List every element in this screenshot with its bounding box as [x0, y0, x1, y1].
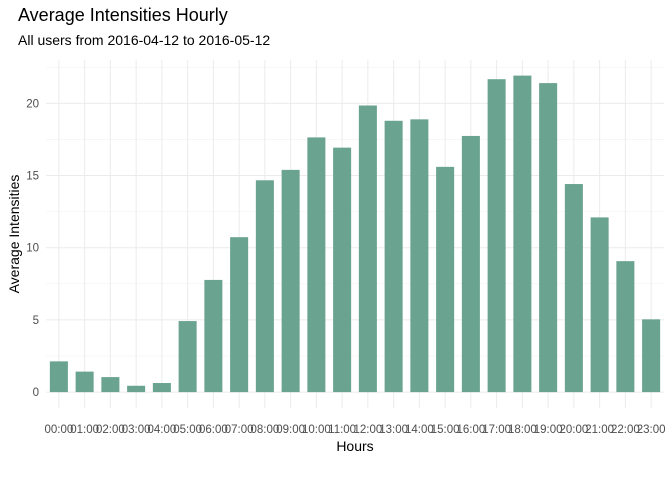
bar-1700 [487, 79, 506, 393]
x-tick-label: 03:00 [122, 424, 151, 436]
x-tick-labels: 00:0001:0002:0003:0004:0005:0006:0007:00… [44, 424, 665, 436]
y-tick-labels: 0 5 10 15 20 [26, 98, 39, 399]
x-tick-label: 16:00 [456, 424, 485, 436]
x-tick-label: 02:00 [96, 424, 125, 436]
bar-1900 [539, 83, 558, 393]
x-tick-label: 17:00 [482, 424, 511, 436]
bar-0800 [255, 180, 274, 393]
x-tick-label: 20:00 [559, 424, 588, 436]
bar-0100 [75, 371, 94, 393]
x-tick-label: 22:00 [611, 424, 640, 436]
bar-1300 [384, 120, 403, 393]
bar-2300 [642, 319, 661, 393]
x-tick-label: 08:00 [250, 424, 279, 436]
y-axis-title: Average Intensities [6, 175, 22, 294]
x-tick-label: 12:00 [353, 424, 382, 436]
y-tick-label: 10 [26, 243, 39, 255]
x-tick-label: 01:00 [70, 424, 99, 436]
bar-0600 [204, 279, 223, 393]
bar-2100 [590, 217, 609, 393]
bar-0000 [49, 361, 68, 393]
bar-0500 [178, 321, 197, 393]
bar-1000 [307, 137, 326, 393]
bars [49, 75, 661, 393]
bar-2000 [564, 184, 583, 393]
bar-0900 [281, 169, 300, 393]
x-tick-label: 07:00 [225, 424, 254, 436]
bar-1500 [436, 166, 455, 393]
x-axis-title: Hours [336, 438, 373, 454]
bar-1200 [358, 105, 377, 393]
bar-0200 [101, 377, 120, 393]
y-tick-label: 15 [26, 171, 39, 183]
y-tick-label: 0 [33, 387, 39, 399]
bar-1400 [410, 119, 429, 393]
x-tick-label: 11:00 [328, 424, 356, 436]
chart-title: Average Intensities Hourly [18, 5, 228, 25]
x-tick-label: 15:00 [431, 424, 460, 436]
y-tick-label: 20 [26, 98, 39, 110]
x-tick-label: 09:00 [276, 424, 305, 436]
y-tick-label: 5 [33, 315, 39, 327]
x-tick-label: 14:00 [405, 424, 434, 436]
bar-1100 [333, 147, 352, 393]
x-tick-label: 21:00 [585, 424, 614, 436]
bar-0700 [230, 237, 249, 393]
x-tick-label: 13:00 [379, 424, 408, 436]
bar-0400 [152, 383, 171, 393]
x-tick-label: 00:00 [44, 424, 73, 436]
x-tick-label: 19:00 [534, 424, 563, 436]
bar-2200 [616, 261, 635, 393]
bar-1800 [513, 75, 532, 393]
x-tick-label: 10:00 [302, 424, 331, 436]
x-tick-label: 05:00 [173, 424, 202, 436]
x-tick-label: 04:00 [147, 424, 176, 436]
x-tick-label: 18:00 [508, 424, 537, 436]
bar-1600 [461, 135, 480, 393]
x-tick-label: 23:00 [637, 424, 666, 436]
x-tick-label: 06:00 [199, 424, 228, 436]
bar-0300 [127, 385, 146, 393]
chart-subtitle: All users from 2016-04-12 to 2016-05-12 [18, 32, 271, 48]
